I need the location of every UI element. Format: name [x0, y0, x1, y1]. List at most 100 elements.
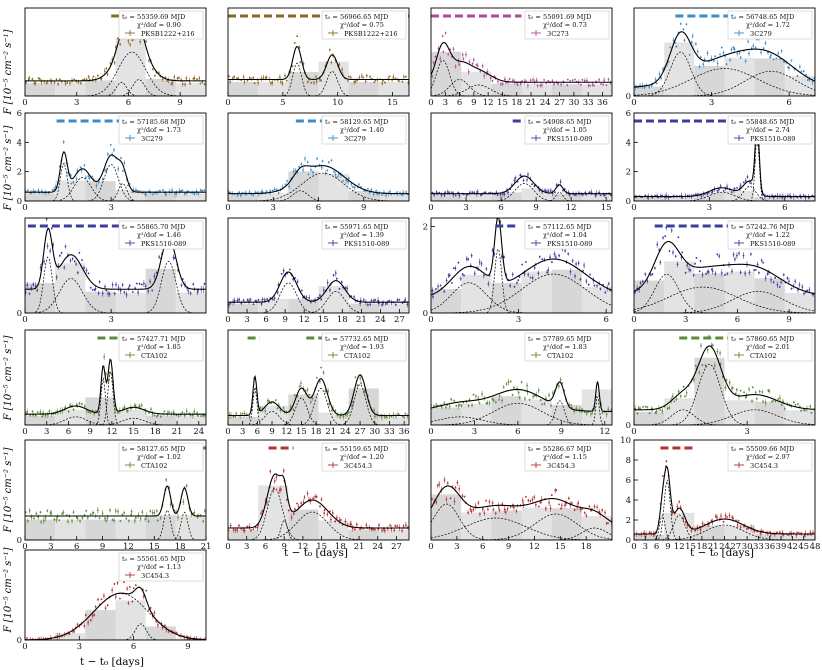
data-point	[120, 157, 122, 159]
data-point	[541, 403, 543, 406]
histogram-block	[175, 415, 206, 425]
data-point	[327, 390, 330, 393]
panel-plot-area	[431, 476, 612, 540]
data-point	[761, 391, 764, 393]
x-tick-label: 0	[22, 642, 27, 652]
data-point	[132, 587, 135, 590]
data-point	[161, 626, 164, 629]
data-point	[302, 501, 305, 504]
data-point	[474, 505, 477, 508]
data-point	[177, 415, 180, 417]
data-point	[648, 85, 651, 88]
legend-t0: t₀ = 55509.66 MJD	[731, 445, 794, 453]
data-point	[45, 218, 48, 220]
data-point	[639, 282, 642, 284]
histogram-block	[258, 81, 289, 96]
histogram-block	[694, 273, 725, 313]
legend-box	[727, 10, 813, 40]
data-point	[587, 283, 590, 286]
data-point	[748, 271, 751, 274]
x-tick-label: 18	[175, 542, 186, 552]
data-point	[375, 189, 378, 192]
data-point	[307, 173, 310, 176]
data-point	[273, 480, 276, 482]
data-point	[694, 529, 697, 532]
data-point	[710, 519, 713, 522]
data-point	[253, 82, 256, 85]
legend-source: CTA102	[547, 352, 573, 360]
data-point	[349, 76, 352, 79]
data-point	[566, 84, 569, 87]
data-point	[733, 187, 736, 190]
data-point	[558, 254, 561, 257]
data-point	[776, 531, 778, 534]
x-tick-label: 12	[297, 542, 308, 552]
data-point	[398, 80, 400, 82]
data-point	[392, 76, 395, 78]
data-point	[811, 80, 814, 83]
data-point	[529, 500, 532, 502]
histogram-block	[228, 81, 259, 96]
data-point	[688, 53, 691, 56]
x-tick-label: 9	[269, 427, 274, 437]
data-point	[373, 415, 376, 418]
x-tick-label: 0	[22, 315, 27, 325]
data-point	[332, 274, 335, 277]
data-point	[678, 500, 681, 503]
data-point	[26, 284, 29, 287]
data-point	[557, 385, 560, 387]
data-point	[34, 284, 37, 287]
x-tick-label: 27	[391, 542, 402, 552]
data-point	[523, 397, 526, 400]
legend-t0: t₀ = 55971.65 MJD	[325, 223, 388, 231]
data-point	[569, 80, 572, 82]
legend-box	[727, 220, 813, 250]
data-point	[550, 404, 552, 407]
data-point	[644, 405, 647, 408]
data-point	[719, 185, 722, 187]
data-point	[314, 495, 316, 498]
data-point	[604, 511, 606, 514]
data-point	[782, 273, 785, 276]
data-point	[359, 377, 362, 380]
x-tick-label: 45	[798, 542, 809, 552]
y-axis-label-row4: F [10⁻⁵ cm⁻² s⁻¹]	[3, 335, 14, 421]
legend-t0: t₀ = 57112.65 MJD	[528, 223, 591, 231]
data-point	[96, 74, 99, 77]
x-tick-label: 6	[515, 427, 520, 437]
data-point	[521, 80, 523, 83]
data-point	[280, 80, 282, 83]
data-point	[533, 496, 536, 499]
data-point	[178, 76, 180, 79]
data-point	[145, 589, 148, 592]
data-point	[585, 280, 588, 283]
x-tick-label: 6	[735, 315, 740, 325]
data-point	[731, 386, 734, 389]
data-point	[138, 405, 141, 408]
data-point	[440, 194, 443, 196]
data-point	[333, 170, 336, 173]
histogram-block	[145, 193, 176, 201]
legend-box	[118, 220, 204, 250]
panel-frame	[633, 112, 816, 202]
x-tick-label: 0	[631, 542, 636, 552]
histogram-block	[431, 51, 462, 96]
data-point	[89, 513, 92, 516]
legend-t0: t₀ = 55359.69 MJD	[122, 13, 185, 21]
x-tick-label: 15	[149, 542, 160, 552]
x-tick-label: 0	[225, 315, 230, 325]
data-point	[135, 516, 137, 519]
data-point	[448, 274, 451, 277]
histogram-block	[25, 83, 56, 96]
data-point	[105, 169, 108, 172]
data-point	[97, 598, 99, 601]
data-point	[772, 399, 775, 402]
data-point	[229, 524, 232, 527]
data-point	[536, 84, 539, 87]
data-point	[271, 189, 274, 192]
data-point	[550, 494, 553, 497]
data-point	[548, 501, 550, 504]
